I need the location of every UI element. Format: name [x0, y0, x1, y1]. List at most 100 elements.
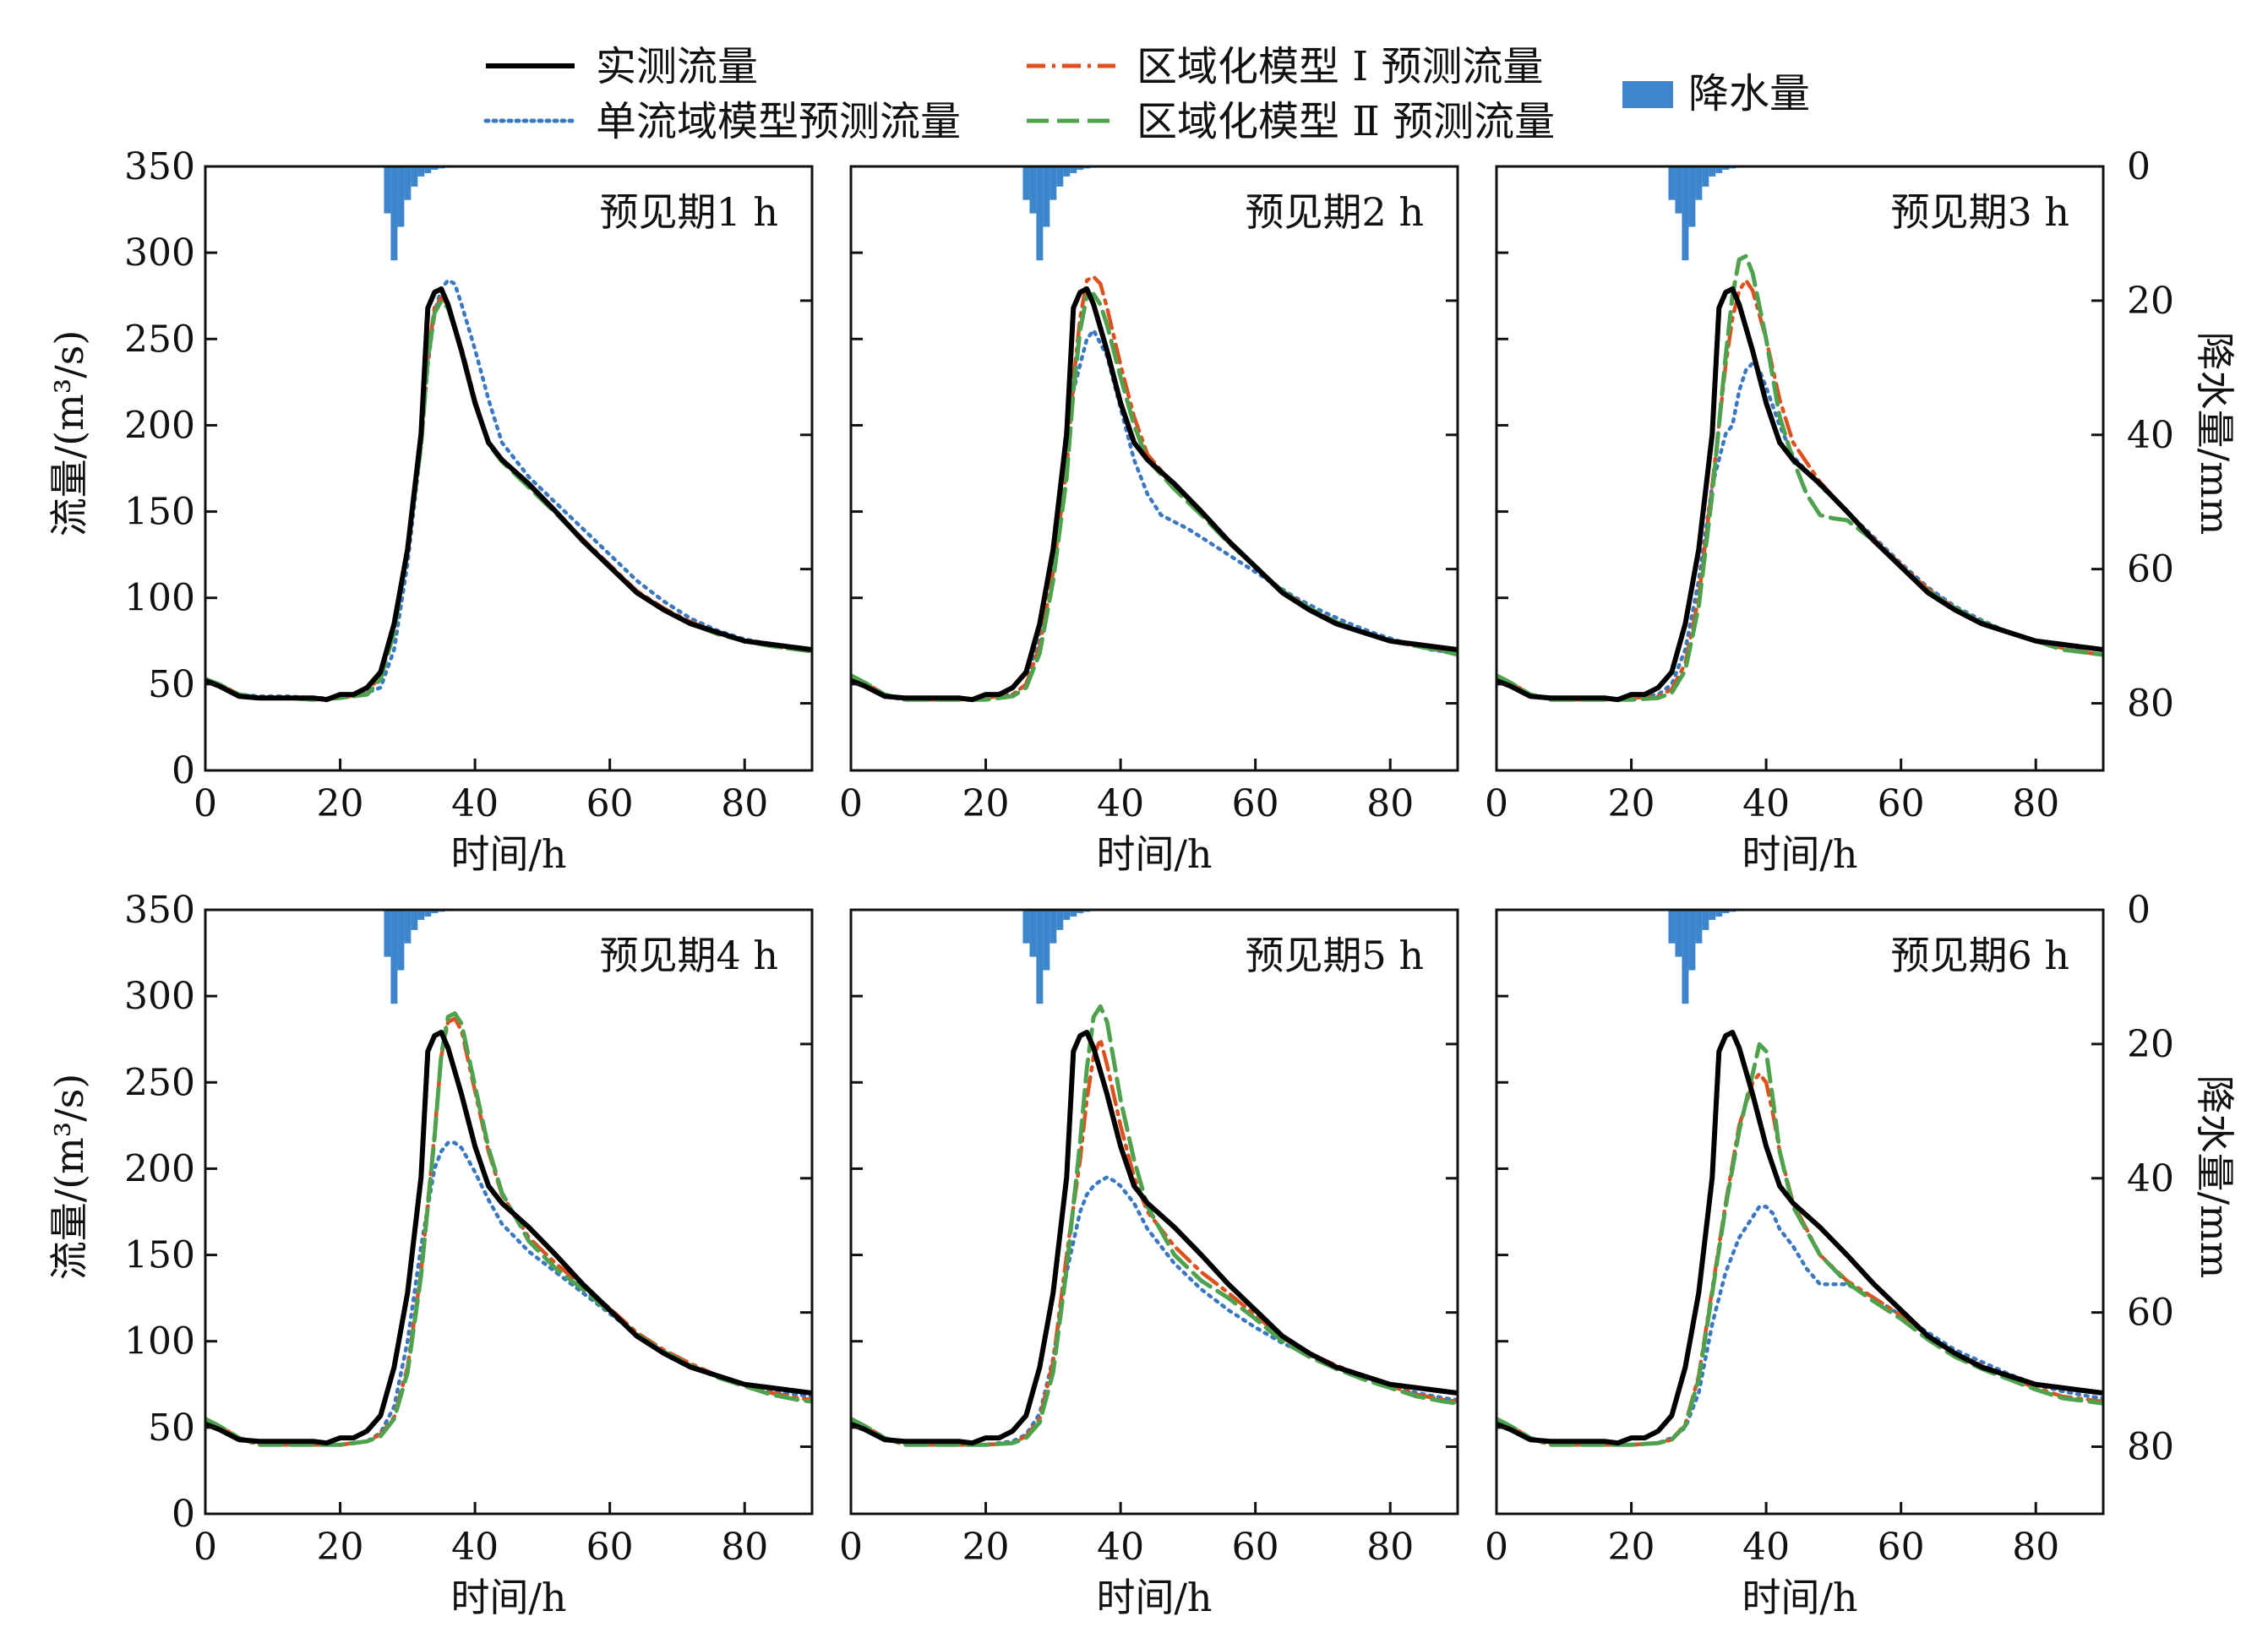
rain-bar	[1043, 910, 1050, 971]
x-tick-label: 0	[839, 782, 863, 825]
rain-bar	[1036, 166, 1044, 261]
rain-bar	[1688, 910, 1696, 971]
x-tick-label: 20	[962, 782, 1010, 825]
plot-frame	[204, 165, 814, 772]
rain-bar	[1063, 910, 1071, 920]
right-y-tick-label: 0	[2127, 145, 2151, 188]
rain-bar	[397, 166, 405, 227]
series-observed	[851, 1030, 1458, 1446]
panel-label: 预见期2 h	[1245, 189, 1424, 235]
x-tick-label: 0	[194, 1526, 217, 1569]
rain-bar	[1063, 166, 1071, 177]
x-axis-title: 时间/h	[1742, 831, 1857, 877]
y-tick-label: 250	[124, 318, 195, 361]
plot-frame	[1495, 165, 2105, 772]
x-tick-label: 40	[1742, 782, 1790, 825]
y-tick-label: 300	[124, 231, 195, 275]
x-tick-label: 20	[1608, 1526, 1655, 1569]
series-regional2	[851, 291, 1458, 702]
right-y-tick-label: 60	[2127, 548, 2174, 591]
right-y-tick-label: 20	[2127, 1023, 2174, 1066]
rain-bar	[1695, 910, 1703, 944]
rain-bar	[431, 910, 439, 913]
rain-bar	[1668, 910, 1676, 944]
x-tick-label: 20	[317, 1526, 364, 1569]
rain-bar	[417, 166, 425, 177]
legend-rain-swatch	[1622, 81, 1673, 108]
series-single	[1497, 361, 2103, 702]
rain-bar	[1702, 910, 1709, 930]
x-tick-label: 40	[451, 782, 499, 825]
series-single	[205, 1140, 812, 1447]
y-tick-label: 200	[124, 404, 195, 447]
right-axis-title-bottom: 降水量/mm	[2192, 1075, 2238, 1279]
rain-bar	[424, 166, 432, 173]
series-regional1	[851, 1037, 1458, 1447]
legend-single-label: 单流域模型预测流量	[596, 98, 961, 145]
right-y-tick-label: 80	[2127, 683, 2174, 726]
panel-label: 预见期1 h	[599, 189, 778, 235]
rain-bar	[1056, 910, 1064, 930]
y-tick-label: 150	[124, 1234, 195, 1277]
series-regional1	[851, 275, 1458, 702]
x-tick-label: 0	[194, 782, 217, 825]
x-tick-label: 60	[1878, 782, 1925, 825]
x-axis-title: 时间/h	[1096, 831, 1212, 877]
x-tick-label: 20	[1608, 782, 1655, 825]
y-tick-label: 200	[124, 1147, 195, 1190]
panel-label: 预见期4 h	[599, 933, 778, 978]
rain-bar	[1702, 166, 1709, 187]
right-y-tick-label: 0	[2127, 889, 2151, 932]
rain-bar	[397, 910, 405, 971]
x-tick-label: 0	[1485, 1526, 1508, 1569]
x-tick-label: 0	[839, 1526, 863, 1569]
panel-4: 0 20 40 60 80 0 50 100 150 200 250 300 350 预见期4 h 时间/h	[124, 889, 814, 1620]
x-tick-label: 80	[721, 782, 768, 825]
rain-bar	[1688, 166, 1696, 227]
x-tick-label: 40	[1097, 1526, 1144, 1569]
panel-5: 0 20 40 60 80 预见期5 h 时间/h	[839, 908, 1459, 1620]
rain-bar	[1682, 166, 1689, 261]
legend-regional2-label: 区域化模型 Ⅱ 预测流量	[1137, 98, 1555, 145]
y-axis-title-bottom: 流量/(m³/s)	[46, 1074, 92, 1281]
legend-rain-label: 降水量	[1688, 70, 1810, 117]
rain-bar	[1049, 910, 1057, 944]
x-tick-label: 80	[2012, 782, 2059, 825]
x-tick-label: 80	[721, 1526, 768, 1569]
plot-frame	[849, 165, 1459, 772]
legend-observed-label: 实测流量	[596, 43, 758, 90]
x-tick-label: 60	[586, 1526, 634, 1569]
rain-bar	[1668, 166, 1676, 200]
panel-3: 0 20 40 60 80 0 20 40 60 80 预见期3 h 时间/h	[1485, 145, 2174, 877]
right-y-tick-label: 60	[2127, 1292, 2174, 1335]
series-regional2	[205, 298, 812, 702]
y-tick-label: 50	[148, 1407, 195, 1450]
x-tick-label: 60	[1878, 1526, 1925, 1569]
rain-bar	[1682, 910, 1689, 1004]
series-observed	[1497, 1030, 2103, 1446]
series-regional2	[1497, 1042, 2103, 1447]
x-tick-label: 40	[1742, 1526, 1790, 1569]
legend-regional1-label: 区域化模型 Ⅰ 预测流量	[1137, 43, 1543, 90]
x-tick-label: 20	[962, 1526, 1010, 1569]
rain-bar	[404, 910, 412, 944]
series-regional1	[205, 1016, 812, 1447]
right-y-tick-label: 80	[2127, 1426, 2174, 1469]
panel-label: 预见期3 h	[1890, 189, 2069, 235]
plot-frame	[849, 908, 1459, 1516]
rain-bar	[1675, 166, 1682, 214]
rain-bar	[1722, 910, 1730, 913]
rain-bar	[417, 910, 425, 920]
rain-bar	[1715, 910, 1723, 917]
series-observed	[1497, 286, 2103, 703]
x-tick-label: 40	[1097, 782, 1144, 825]
right-y-tick-label: 20	[2127, 280, 2174, 323]
y-tick-label: 100	[124, 1320, 195, 1363]
x-tick-label: 40	[451, 1526, 499, 1569]
panel-1: 0 20 40 60 80 0 50 100 150 200 250 300 350 预见期1 h 时间/h	[124, 145, 814, 877]
rain-bar	[1675, 910, 1682, 957]
y-tick-label: 150	[124, 491, 195, 534]
rain-bar	[1709, 910, 1716, 920]
y-tick-label: 0	[172, 1493, 195, 1536]
